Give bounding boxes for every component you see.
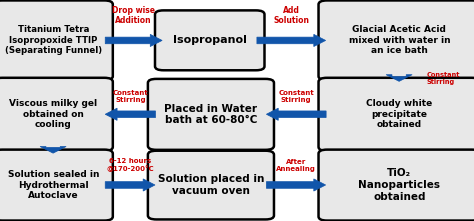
Polygon shape <box>266 179 326 191</box>
Text: Constant
Stirring: Constant Stirring <box>278 90 314 103</box>
Text: TiO₂
Nanoparticles
obtained: TiO₂ Nanoparticles obtained <box>358 168 440 202</box>
Text: Viscous milky gel
obtained on
cooling: Viscous milky gel obtained on cooling <box>9 99 97 129</box>
Polygon shape <box>386 75 412 81</box>
FancyBboxPatch shape <box>319 150 474 221</box>
FancyBboxPatch shape <box>0 150 113 221</box>
Text: Solution sealed in
Hydrothermal
Autoclave: Solution sealed in Hydrothermal Autoclav… <box>8 170 99 200</box>
Text: Titanium Tetra
Isopropoxide TTIP
(Separating Funnel): Titanium Tetra Isopropoxide TTIP (Separa… <box>5 25 102 55</box>
Polygon shape <box>266 108 326 120</box>
Text: Constant
Stirring: Constant Stirring <box>427 72 460 85</box>
Text: Solution placed in
vacuum oven: Solution placed in vacuum oven <box>158 174 264 196</box>
Text: Add
Solution: Add Solution <box>273 6 309 25</box>
FancyBboxPatch shape <box>319 0 474 80</box>
Polygon shape <box>105 179 155 191</box>
Polygon shape <box>40 147 66 153</box>
Polygon shape <box>257 34 326 46</box>
Text: 6-12 hours
@170-200°C: 6-12 hours @170-200°C <box>106 158 154 172</box>
Polygon shape <box>105 108 155 120</box>
FancyBboxPatch shape <box>319 78 474 151</box>
FancyBboxPatch shape <box>148 79 274 150</box>
Text: Glacial Acetic Acid
mixed with water in
an ice bath: Glacial Acetic Acid mixed with water in … <box>348 25 450 55</box>
FancyBboxPatch shape <box>148 151 274 219</box>
Text: Drop wise
Addition: Drop wise Addition <box>112 6 155 25</box>
Text: After
Annealing: After Annealing <box>276 159 316 171</box>
Polygon shape <box>105 34 162 46</box>
FancyBboxPatch shape <box>0 0 113 80</box>
Text: Constant
Stirring: Constant Stirring <box>112 90 148 103</box>
FancyBboxPatch shape <box>0 78 113 151</box>
FancyBboxPatch shape <box>155 10 264 70</box>
Text: Isopropanol: Isopropanol <box>173 35 246 45</box>
Text: Placed in Water
bath at 60-80°C: Placed in Water bath at 60-80°C <box>164 104 257 125</box>
Text: Cloudy white
precipitate
obtained: Cloudy white precipitate obtained <box>366 99 432 129</box>
